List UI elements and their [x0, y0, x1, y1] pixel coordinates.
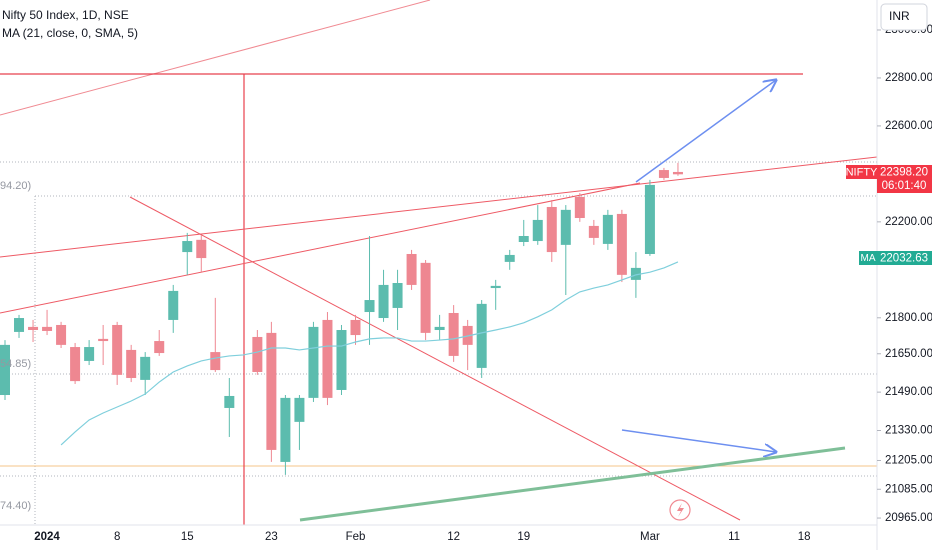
candle-body	[434, 326, 445, 331]
currency-button[interactable]	[880, 3, 928, 31]
series	[0, 162, 683, 475]
x-tick-label: 23	[265, 531, 278, 543]
x-tick-label: 11	[728, 531, 740, 543]
candle-body	[616, 213, 627, 275]
candle-body	[518, 235, 529, 242]
candle-body	[602, 214, 613, 244]
candle-body	[532, 219, 543, 242]
x-tick-label: 8	[114, 531, 120, 543]
candle-body	[364, 300, 375, 313]
trend-line	[299, 446, 846, 522]
series-tag	[846, 165, 877, 179]
x-tick-label: 2024	[34, 531, 60, 543]
candle-body	[546, 206, 557, 253]
plot-area	[0, 161, 877, 525]
trend-line	[129, 196, 741, 521]
indicator-label: MA (21, close, 0, SMA, 5)	[2, 26, 138, 40]
left-label: 74.40)	[0, 500, 31, 512]
candle-body	[168, 290, 179, 320]
candle-body	[504, 254, 515, 262]
candle-body	[84, 347, 95, 361]
candle-body	[140, 356, 151, 380]
currency-label: INR	[889, 9, 910, 23]
x-tick-label: 18	[798, 531, 811, 543]
candle-body	[182, 241, 193, 253]
candle-body	[14, 318, 25, 332]
series-tag-label: MA	[861, 253, 876, 264]
y-tick-label: 21650.00	[885, 348, 932, 360]
y-tick-label: 20965.00	[885, 512, 932, 524]
candle-body	[420, 262, 431, 333]
candle-body	[266, 332, 277, 450]
candle-body	[98, 338, 109, 342]
price-tag	[877, 251, 932, 265]
candle-body	[378, 284, 389, 319]
x-tick-label: 12	[447, 531, 460, 543]
candle-body	[448, 312, 459, 356]
candle-body	[322, 319, 333, 398]
trend-line	[0, 0, 431, 116]
candle-body	[574, 196, 585, 219]
candle-body	[154, 341, 165, 354]
left-label: 54.85)	[0, 358, 31, 370]
candle-body	[252, 336, 263, 372]
x-tick-label: 19	[517, 531, 530, 543]
y-tick-label: 22200.00	[885, 216, 932, 228]
y-tick-label: 21085.00	[885, 483, 932, 495]
candle-body	[196, 239, 207, 259]
x-tick-label: Mar	[640, 531, 660, 543]
left-label: 94.20)	[0, 180, 31, 192]
candle-body	[406, 253, 417, 285]
candle-body	[644, 184, 655, 254]
trend-line	[0, 182, 641, 314]
candle-body	[224, 395, 235, 408]
y-tick-label: 22600.00	[885, 120, 932, 132]
candle-body	[476, 303, 487, 368]
series-tag-label: NIFTY	[846, 166, 878, 178]
candle-body	[70, 347, 81, 382]
arrow	[635, 80, 776, 183]
x-tick-label: 15	[181, 531, 194, 543]
trend-line	[0, 156, 877, 258]
axes: 23000.0022800.0022600.0022200.0021800.00…	[34, 24, 932, 543]
candle-body	[126, 349, 137, 378]
candle-body	[280, 397, 291, 462]
chart-title: Nifty 50 Index, 1D, NSE	[2, 8, 129, 22]
y-tick-label: 22800.00	[885, 72, 932, 84]
candle-body	[112, 324, 123, 375]
candle-body	[630, 267, 641, 280]
candle-body	[336, 330, 347, 390]
candle-body	[0, 344, 10, 396]
replay-icon[interactable]	[669, 499, 691, 521]
arrow	[621, 429, 776, 452]
candle-body	[658, 170, 669, 178]
y-tick-label: 21330.00	[885, 425, 932, 437]
candle-body	[672, 171, 683, 175]
drawings	[0, 0, 877, 525]
candle-body	[28, 326, 39, 331]
price-tag	[877, 165, 932, 193]
y-tick-label: 21800.00	[885, 312, 932, 324]
price-tag-label: 22032.63	[880, 253, 928, 265]
candle-body	[560, 209, 571, 245]
y-tick-label: 21490.00	[885, 386, 932, 398]
candle-body	[210, 352, 221, 371]
candle-body	[308, 326, 319, 398]
candle-body	[490, 285, 501, 289]
y-tick-label: 21205.00	[885, 455, 932, 467]
candle-body	[56, 324, 67, 345]
candle-body	[392, 283, 403, 308]
candle-body	[350, 319, 361, 336]
price-tag-label: 22398.20	[880, 167, 928, 179]
series-tag	[859, 251, 877, 265]
candle-body	[42, 326, 53, 331]
candle-body	[588, 225, 599, 238]
countdown: 06:01:40	[882, 180, 927, 192]
candle-body	[294, 397, 305, 422]
ma-line	[60, 261, 679, 446]
x-tick-label: Feb	[346, 531, 366, 543]
